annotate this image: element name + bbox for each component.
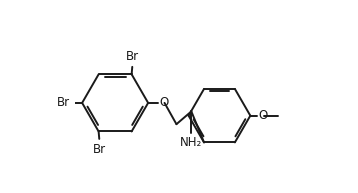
Text: Br: Br	[126, 50, 139, 63]
Text: Br: Br	[57, 96, 71, 109]
Text: O: O	[159, 96, 169, 109]
Text: O: O	[258, 109, 267, 122]
Text: Br: Br	[93, 143, 106, 156]
Text: NH₂: NH₂	[180, 136, 203, 149]
